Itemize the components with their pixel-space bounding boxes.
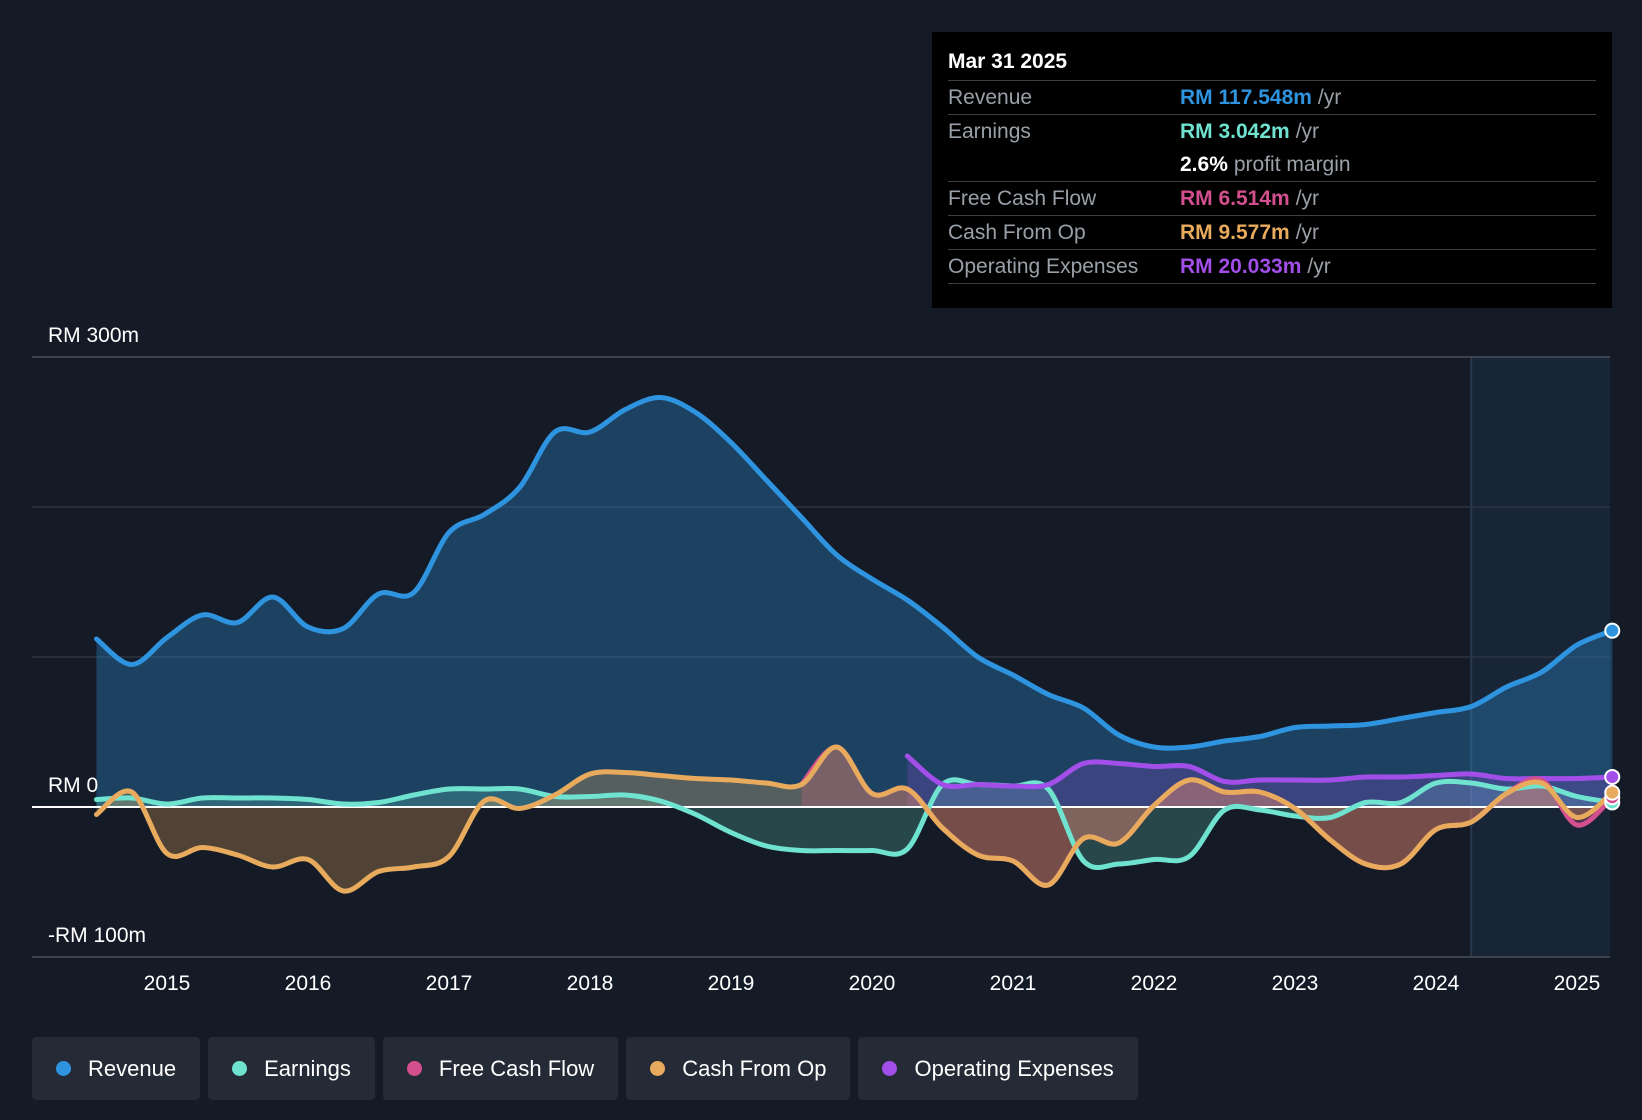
revenue-end-marker — [1604, 622, 1621, 639]
revenue-dot-icon — [56, 1061, 71, 1076]
tooltip-row-profit-margin: 2.6% profit margin — [948, 148, 1596, 181]
revenue-area — [96, 397, 1613, 807]
cfo-line — [94, 744, 1615, 894]
tooltip-row-revenue: Revenue RM 117.548m /yr — [948, 80, 1596, 114]
x-axis-label: 2023 — [1272, 972, 1319, 995]
opex-end-marker — [1604, 768, 1621, 785]
y-axis-label: RM 300m — [48, 324, 139, 347]
earnings-dot-icon — [232, 1061, 248, 1076]
tooltip-unit: /yr — [1295, 119, 1320, 143]
x-axis-label: 2021 — [990, 972, 1037, 995]
fcf-area — [801, 746, 1613, 886]
legend-item-earnings[interactable]: Earnings — [208, 1037, 375, 1100]
revenue-line — [94, 394, 1615, 751]
tooltip-value: 2.6% — [1180, 152, 1228, 176]
tooltip-label: Cash From Op — [948, 220, 1086, 244]
x-axis-label: 2017 — [426, 972, 473, 995]
legend-item-revenue[interactable]: Revenue — [32, 1037, 201, 1100]
x-axis-label: 2025 — [1554, 972, 1601, 995]
chart-legend: Revenue Earnings Free Cash Flow Cash Fro… — [32, 1037, 1138, 1100]
tooltip-label: Revenue — [948, 85, 1033, 109]
tooltip-value: RM 9.577m — [1180, 220, 1290, 244]
x-axis-label: 2016 — [285, 972, 332, 995]
x-axis-label: 2018 — [567, 972, 614, 995]
operating-expenses-dot-icon — [882, 1061, 898, 1076]
tooltip-unit: /yr — [1307, 254, 1331, 278]
legend-label: Revenue — [88, 1055, 177, 1081]
tooltip-divider — [948, 283, 1596, 284]
tooltip-unit: profit margin — [1233, 152, 1351, 176]
legend-label: Operating Expenses — [914, 1055, 1114, 1081]
legend-label: Free Cash Flow — [438, 1055, 595, 1081]
tooltip-date: Mar 31 2025 — [948, 50, 1068, 73]
tooltip-row-free-cash-flow: Free Cash Flow RM 6.514m /yr — [948, 181, 1596, 215]
tooltip-value: RM 6.514m — [1180, 186, 1290, 210]
tooltip-row-cash-from-op: Cash From Op RM 9.577m /yr — [948, 215, 1596, 249]
earnings-area — [96, 779, 1613, 868]
earnings-line — [94, 777, 1615, 871]
tooltip-unit: /yr — [1295, 186, 1320, 210]
tooltip-row-earnings: Earnings RM 3.042m /yr — [948, 114, 1596, 148]
tooltip-row-operating-expenses: Operating Expenses RM 20.033m /yr — [948, 249, 1596, 283]
legend-item-cash-from-op[interactable]: Cash From Op — [626, 1037, 851, 1100]
tooltip-value: RM 20.033m — [1180, 254, 1302, 278]
x-axis-label: 2019 — [708, 972, 755, 995]
x-axis-label: 2022 — [1131, 972, 1178, 995]
tooltip-label: Free Cash Flow — [948, 186, 1097, 210]
tooltip-unit: /yr — [1295, 220, 1320, 244]
legend-item-free-cash-flow[interactable]: Free Cash Flow — [382, 1037, 619, 1100]
y-axis-label: -RM 100m — [48, 924, 146, 947]
legend-label: Cash From Op — [682, 1055, 827, 1081]
tooltip-label: Operating Expenses — [948, 254, 1139, 278]
legend-item-operating-expenses[interactable]: Operating Expenses — [858, 1037, 1138, 1100]
tooltip-value: RM 117.548m — [1180, 85, 1312, 109]
x-axis-label: 2015 — [144, 972, 191, 995]
tooltip-panel: Mar 31 2025 Revenue RM 117.548m /yr Earn… — [932, 32, 1612, 308]
tooltip-label: Earnings — [948, 119, 1031, 143]
legend-label: Earnings — [264, 1055, 351, 1081]
cfo-end-marker — [1604, 784, 1621, 801]
opex-line — [904, 753, 1615, 790]
y-axis-label: RM 0 — [48, 774, 98, 797]
tooltip-value: RM 3.042m — [1180, 119, 1290, 143]
cash-from-op-dot-icon — [650, 1061, 666, 1076]
x-axis-label: 2024 — [1413, 972, 1460, 995]
free-cash-flow-dot-icon — [406, 1061, 422, 1076]
tooltip-unit: /yr — [1317, 85, 1342, 109]
x-axis-label: 2020 — [849, 972, 896, 995]
